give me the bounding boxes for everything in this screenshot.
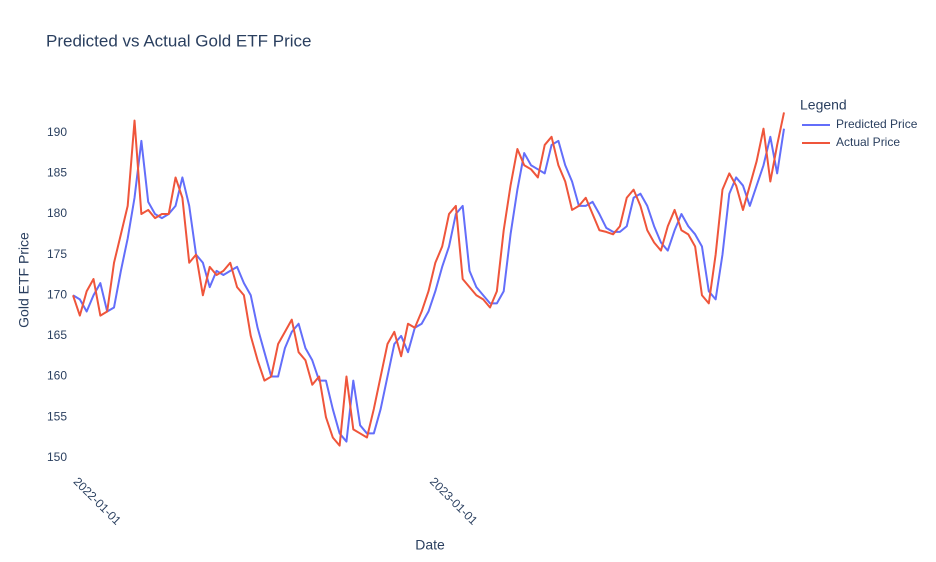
x-tick-label: 2023-01-01 [427,474,481,528]
y-tick-label: 185 [47,166,67,180]
legend-label: Predicted Price [836,117,918,131]
series-line [72,128,785,443]
series-line [72,112,785,447]
legend-title: Legend [800,97,847,113]
y-tick-label: 165 [47,328,67,342]
y-tick-label: 180 [47,206,67,220]
x-tick-label: 2022-01-01 [71,474,125,528]
y-tick-label: 175 [47,247,67,261]
legend-label: Actual Price [836,135,900,149]
y-tick-label: 190 [47,125,67,139]
y-tick-label: 150 [47,450,67,464]
y-tick-label: 160 [47,369,67,383]
y-axis-label: Gold ETF Price [16,232,32,328]
x-axis-label: Date [415,537,445,553]
y-tick-label: 170 [47,287,67,301]
y-tick-label: 155 [47,409,67,423]
chart-title: Predicted vs Actual Gold ETF Price [46,31,312,50]
